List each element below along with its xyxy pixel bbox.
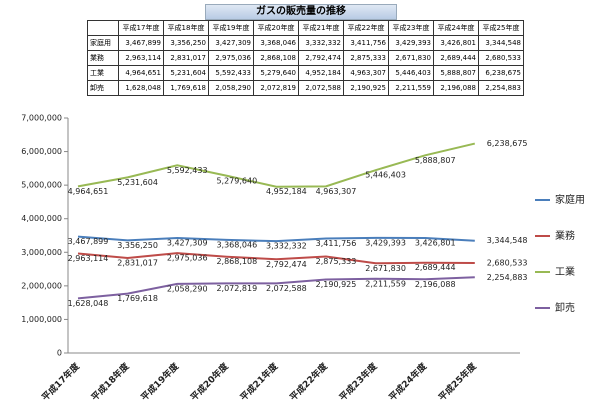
data-label: 5,446,403 (365, 171, 406, 180)
data-label: 2,190,925 (316, 280, 357, 289)
table-cell: 2,190,925 (343, 80, 389, 96)
series-line (77, 276, 475, 300)
data-label: 5,592,433 (167, 166, 208, 175)
data-label: 3,332,332 (266, 242, 307, 251)
data-label: 3,344,548 (487, 236, 528, 245)
table-cell: 1,628,048 (118, 80, 164, 96)
x-tick-label: 平成23年度 (337, 360, 381, 404)
data-label: 2,868,108 (216, 257, 257, 266)
table-row: 業務 2,963,114 2,831,017 2,975,036 2,868,108 2,… (87, 50, 524, 66)
data-label: 2,831,017 (117, 258, 158, 267)
table-cell: 2,211,559 (388, 80, 434, 96)
data-label: 3,429,393 (365, 238, 406, 247)
data-label: 1,628,048 (68, 299, 109, 308)
x-tick-label: 平成18年度 (89, 360, 133, 404)
y-tick-label: 0 (57, 349, 62, 358)
data-label: 2,963,114 (68, 254, 109, 263)
table-cell: 2,254,883 (478, 80, 524, 96)
data-label: 6,238,675 (487, 139, 528, 148)
data-label: 2,975,036 (167, 254, 208, 263)
y-tick-label: 6,000,000 (21, 147, 62, 156)
legend-label: 卸売 (555, 301, 575, 314)
table-cell: 2,072,819 (253, 80, 299, 96)
legend-label: 家庭用 (555, 193, 585, 206)
data-label: 2,254,883 (487, 273, 528, 282)
y-tick-label: 2,000,000 (21, 281, 62, 290)
data-label: 2,058,290 (167, 284, 208, 293)
data-label: 5,888,807 (415, 156, 456, 165)
x-tick-label: 平成25年度 (436, 360, 480, 404)
data-table: 平成17年度 平成18年度 平成19年度 平成20年度 平成21年度 平成22年度 平成23… (87, 20, 524, 96)
data-label: 4,952,184 (266, 187, 307, 196)
data-label: 4,963,307 (316, 187, 357, 196)
data-label: 2,211,559 (365, 279, 406, 288)
data-label: 3,467,899 (68, 237, 109, 246)
x-tick-label: 平成20年度 (188, 360, 232, 404)
series-line (77, 142, 476, 188)
data-label: 3,411,756 (316, 239, 357, 248)
data-label: 1,769,618 (117, 294, 158, 303)
series-line (77, 235, 475, 243)
data-label: 2,792,474 (266, 260, 307, 269)
y-tick-label: 3,000,000 (21, 248, 62, 257)
data-label: 3,356,250 (117, 241, 158, 250)
data-label: 3,426,801 (415, 238, 456, 247)
legend-label: 工業 (555, 265, 575, 278)
y-tick-label: 5,000,000 (21, 181, 62, 190)
chart-title: ガスの販売量の推移 (205, 4, 397, 20)
data-label: 2,072,819 (216, 284, 257, 293)
data-label: 2,875,333 (316, 257, 357, 266)
data-label: 5,231,604 (117, 178, 158, 187)
x-tick-label: 平成22年度 (287, 360, 331, 404)
table-row: 卸売 1,628,048 1,769,618 2,058,290 2,072,819 2,… (87, 80, 524, 96)
data-label: 2,689,444 (415, 263, 456, 272)
legend-label: 業務 (555, 229, 575, 242)
table-row: 工業 4,964,651 5,231,604 5,592,433 5,279,640 4,… (87, 65, 524, 81)
data-label: 2,072,588 (266, 284, 307, 293)
data-label: 2,196,088 (415, 280, 456, 289)
data-label: 3,368,046 (216, 240, 257, 249)
y-tick-label: 4,000,000 (21, 214, 62, 223)
y-tick-label: 1,000,000 (21, 315, 62, 324)
x-tick-label: 平成17年度 (39, 360, 83, 404)
data-label: 4,964,651 (68, 187, 109, 196)
series-line (77, 252, 475, 265)
table-cell: 2,196,088 (433, 80, 479, 96)
x-tick-label: 平成21年度 (237, 360, 281, 404)
table-row: 平成17年度 平成18年度 平成19年度 平成20年度 平成21年度 平成22年度 平成23… (87, 20, 524, 36)
data-label: 3,427,309 (167, 238, 208, 247)
data-label: 5,279,640 (216, 176, 257, 185)
row-label: 卸売 (87, 80, 119, 96)
x-tick-label: 平成24年度 (386, 360, 430, 404)
y-tick-label: 7,000,000 (21, 114, 62, 123)
data-label: 2,671,830 (365, 264, 406, 273)
x-tick-label: 平成19年度 (138, 360, 182, 404)
data-label: 2,680,533 (487, 259, 528, 268)
